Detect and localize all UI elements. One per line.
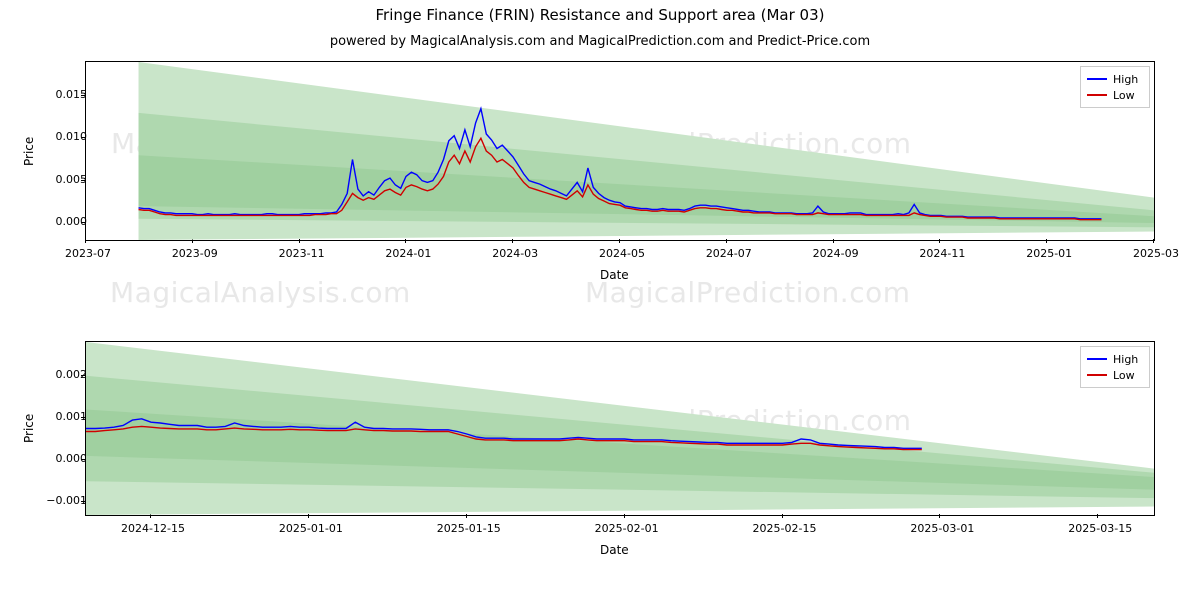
xtick-label: 2025-03-15 [1065, 522, 1135, 535]
xtick-label: 2023-09 [160, 247, 230, 260]
ytick-label: −0.001 [37, 494, 87, 507]
bottom-chart-svg [86, 342, 1154, 515]
ytick-mark [81, 375, 85, 376]
bottom-panel: MagicalAnalysis.com MagicalPrediction.co… [0, 331, 1200, 591]
xtick-label: 2024-11 [907, 247, 977, 260]
ytick-mark [81, 417, 85, 418]
xtick-label: 2025-03 [1121, 247, 1191, 260]
top-chart-svg [86, 62, 1154, 240]
ytick-mark [81, 222, 85, 223]
ytick-label: 0.001 [37, 410, 87, 423]
ytick-mark [81, 95, 85, 96]
watermark-icon: MagicalAnalysis.com [110, 276, 411, 309]
ytick-label: 0.005 [37, 173, 87, 186]
xtick-label: 2025-01 [1014, 247, 1084, 260]
ytick-label: 0.002 [37, 368, 87, 381]
xtick-label: 2025-02-01 [592, 522, 662, 535]
ytick-mark [81, 459, 85, 460]
top-panel: MagicalAnalysis.com MagicalPrediction.co… [0, 51, 1200, 331]
xtick-label: 2025-01-01 [276, 522, 346, 535]
xtick-label: 2025-02-15 [750, 522, 820, 535]
ytick-label: 0.015 [37, 88, 87, 101]
top-x-axis-label: Date [600, 268, 629, 282]
top-y-axis-label: Price [22, 137, 36, 166]
bottom-plot-area: MagicalAnalysis.com MagicalPrediction.co… [85, 341, 1155, 516]
xtick-label: 2023-11 [267, 247, 337, 260]
chart-subtitle: powered by MagicalAnalysis.com and Magic… [0, 34, 1200, 49]
xtick-label: 2024-03 [480, 247, 550, 260]
chart-title: Fringe Finance (FRIN) Resistance and Sup… [0, 6, 1200, 24]
xtick-label: 2024-07 [694, 247, 764, 260]
watermark-icon: MagicalPrediction.com [585, 276, 911, 309]
ytick-label: 0.010 [37, 130, 87, 143]
ytick-label: 0.000 [37, 215, 87, 228]
bottom-x-axis-label: Date [600, 543, 629, 557]
ytick-mark [81, 180, 85, 181]
xtick-label: 2025-01-15 [434, 522, 504, 535]
xtick-label: 2025-03-01 [907, 522, 977, 535]
ytick-mark [81, 137, 85, 138]
top-plot-area: MagicalAnalysis.com MagicalPrediction.co… [85, 61, 1155, 241]
xtick-label: 2024-12-15 [118, 522, 188, 535]
xtick-label: 2024-01 [373, 247, 443, 260]
xtick-label: 2024-09 [801, 247, 871, 260]
ytick-mark [81, 501, 85, 502]
ytick-label: 0.000 [37, 452, 87, 465]
xtick-label: 2024-05 [587, 247, 657, 260]
bottom-y-axis-label: Price [22, 414, 36, 443]
xtick-label: 2023-07 [53, 247, 123, 260]
